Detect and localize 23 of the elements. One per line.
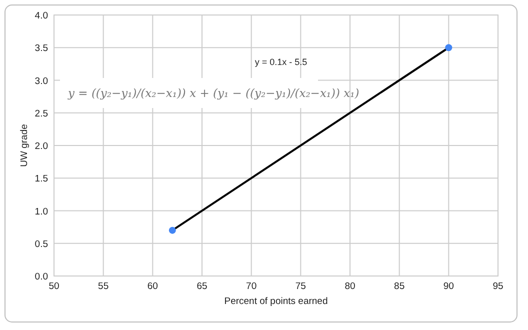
x-tick-label: 50 bbox=[48, 281, 60, 292]
y-tick-label: 0.0 bbox=[34, 272, 48, 282]
x-tick-label: 70 bbox=[246, 281, 257, 292]
x-tick-label: 75 bbox=[295, 281, 306, 292]
annotation: y = ((y₂−y₁)/(x₂−x₁)) x + (y₁ − ((y₂−y₁)/(x₂−x₁)) x₁) bbox=[67, 86, 360, 100]
y-tick-label: 4.0 bbox=[34, 10, 48, 22]
x-axis-title: Percent of points earned bbox=[224, 296, 328, 307]
y-tick-label: 2.0 bbox=[34, 141, 48, 152]
y-tick-label: 3.5 bbox=[34, 43, 48, 54]
x-tick-label: 65 bbox=[196, 281, 208, 292]
y-axis-title: UW grade bbox=[19, 124, 30, 167]
x-tick-label: 90 bbox=[443, 281, 454, 292]
y-tick-label: 2.5 bbox=[34, 108, 48, 120]
y-tick-label: 1.0 bbox=[34, 206, 48, 218]
x-tick-label: 60 bbox=[147, 281, 158, 292]
y-tick-label: 1.5 bbox=[34, 174, 48, 185]
x-tick-label: 85 bbox=[394, 281, 405, 292]
x-tick-label: 55 bbox=[98, 281, 109, 292]
x-tick-label: 95 bbox=[492, 281, 504, 292]
x-tick-label: 80 bbox=[344, 281, 356, 292]
annotation: y = 0.1x - 5.5 bbox=[254, 57, 308, 67]
y-tick-label: 0.5 bbox=[34, 238, 48, 250]
y-tick-label: 3.0 bbox=[34, 76, 48, 87]
